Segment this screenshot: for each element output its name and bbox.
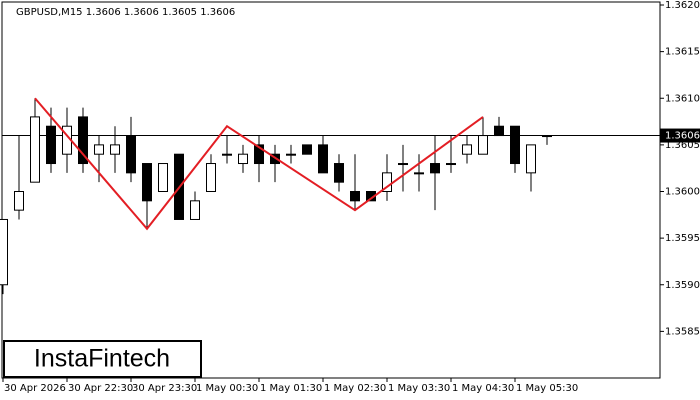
candle-body bbox=[462, 144, 472, 155]
candle-body bbox=[254, 144, 264, 165]
y-tick-label: 1.3605 bbox=[665, 140, 700, 151]
candle-body bbox=[382, 172, 392, 193]
candle-body bbox=[126, 135, 136, 174]
x-tick-label: 30 Apr 22:30 bbox=[68, 383, 133, 394]
x-tick-label: 1 May 00:30 bbox=[196, 383, 258, 394]
candle-body bbox=[142, 163, 152, 202]
plot-frame bbox=[1, 1, 661, 379]
y-tick-label: 1.3590 bbox=[665, 280, 700, 291]
x-tick-label: 1 May 03:30 bbox=[388, 383, 450, 394]
candle-body bbox=[206, 163, 216, 192]
candle-body bbox=[334, 163, 344, 183]
candle-body bbox=[494, 125, 504, 137]
y-tick-label: 1.3615 bbox=[665, 47, 700, 58]
x-tick-label: 30 Apr 2026 bbox=[4, 383, 66, 394]
chart-title: GBPUSD,M15 1.3606 1.3606 1.3605 1.3606 bbox=[16, 7, 235, 18]
y-tick-label: 1.3620 bbox=[665, 0, 700, 11]
candle-body bbox=[30, 116, 40, 183]
last-price-box bbox=[660, 128, 700, 143]
candle-body bbox=[478, 135, 488, 155]
y-tick-label: 1.3610 bbox=[665, 93, 700, 104]
candle-body bbox=[110, 144, 120, 155]
candle-body bbox=[94, 144, 104, 155]
y-tick-label: 1.3585 bbox=[665, 326, 700, 337]
candle-body bbox=[446, 163, 456, 166]
x-tick-label: 1 May 02:30 bbox=[324, 383, 386, 394]
candle-body bbox=[302, 144, 312, 155]
y-tick-label: 1.3595 bbox=[665, 233, 700, 244]
candle-body bbox=[286, 153, 296, 156]
candle-body bbox=[158, 163, 168, 192]
logo-box bbox=[3, 340, 202, 378]
candle-body bbox=[430, 163, 440, 174]
candle-body bbox=[222, 153, 232, 156]
candle-body bbox=[526, 144, 536, 174]
candle-body bbox=[318, 144, 328, 174]
candle-body bbox=[46, 125, 56, 165]
y-tick-label: 1.3600 bbox=[665, 187, 700, 198]
x-tick-label: 1 May 01:30 bbox=[260, 383, 322, 394]
candle-body bbox=[0, 218, 8, 286]
candle-body bbox=[542, 135, 552, 138]
candle-body bbox=[14, 191, 24, 211]
candle-body bbox=[238, 153, 248, 165]
candle-body bbox=[350, 191, 360, 202]
logo: InstaFintech bbox=[34, 345, 170, 373]
x-tick-label: 1 May 04:30 bbox=[452, 383, 514, 394]
x-tick-label: 30 Apr 23:30 bbox=[132, 383, 197, 394]
x-tick-label: 1 May 05:30 bbox=[516, 383, 578, 394]
candle-body bbox=[414, 172, 424, 175]
candle-body bbox=[78, 116, 88, 165]
candle-body bbox=[398, 163, 408, 166]
last-price-label: 1.3606 bbox=[665, 131, 700, 142]
pattern-line bbox=[34, 97, 484, 231]
candle-body bbox=[190, 200, 200, 220]
candle-body bbox=[510, 125, 520, 165]
